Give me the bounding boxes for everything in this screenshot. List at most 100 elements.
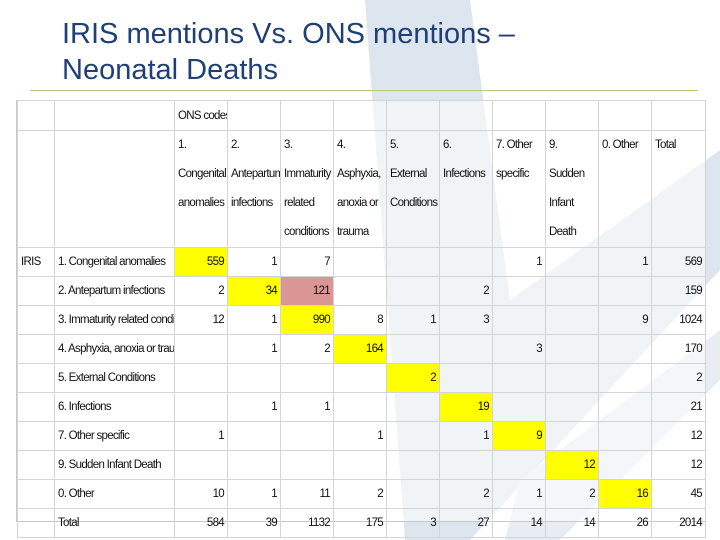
column-header: 7. Other specific	[492, 130, 546, 248]
table-cell	[333, 450, 387, 480]
table-cell: 1024	[651, 305, 706, 335]
column-header: 9. Sudden Infant Death	[545, 130, 599, 248]
table-cell: 34	[227, 276, 281, 306]
header-blank-cell	[492, 100, 546, 131]
table-cell	[545, 247, 599, 277]
row-group-label	[17, 392, 55, 422]
column-header: Total	[651, 130, 706, 248]
comparison-table: ONS codes 1. Congenital anomalies 2. Antepa…	[16, 100, 706, 538]
table-cell: 1	[227, 479, 281, 509]
column-header-line: 9. Sudden	[549, 139, 585, 180]
column-header-line: 4. Asphyxia,	[337, 139, 381, 180]
table-cell	[439, 363, 493, 393]
table-cell: 1	[280, 392, 334, 422]
table-cell	[386, 479, 440, 509]
row-label: 7. Other specific	[54, 421, 175, 451]
table-cell: 21	[651, 392, 706, 422]
table-cell	[598, 421, 652, 451]
row-label: Total	[54, 508, 175, 538]
table-cell: 584	[174, 508, 228, 538]
column-header-line: 2. Antepartum	[231, 139, 281, 180]
table-cell: 2	[439, 276, 493, 306]
column-header-line: Total	[655, 139, 676, 151]
table-cell: 159	[651, 276, 706, 306]
table-row: Total 584 39 1132 175 3 27 14 14 26 2014	[17, 508, 706, 538]
column-header-line: Infant Death	[549, 197, 577, 238]
table-cell: 12	[651, 450, 706, 480]
table-cell: 45	[651, 479, 706, 509]
table-cell	[598, 363, 652, 393]
table-cell: 12	[651, 421, 706, 451]
table-cell: 2	[545, 479, 599, 509]
row-group-label: IRIS	[17, 247, 55, 277]
header-blank-cell	[54, 100, 175, 131]
table-cell: 12	[174, 305, 228, 335]
table-cell: 1	[227, 392, 281, 422]
table-cell: 1	[227, 334, 281, 364]
table-cell	[598, 450, 652, 480]
column-header: 3. Immaturity related conditions	[280, 130, 334, 248]
table-row: 6. Infections 1 1 19 21	[17, 392, 706, 422]
table-cell	[545, 421, 599, 451]
table-row: 3. Immaturity related conditions12199081…	[17, 305, 706, 335]
table-cell: 9	[492, 421, 546, 451]
table-cell	[386, 276, 440, 306]
table-cell	[280, 363, 334, 393]
table-cell	[174, 392, 228, 422]
table-cell: 1	[492, 247, 546, 277]
column-header-line: trauma	[337, 226, 369, 238]
table-cell	[492, 305, 546, 335]
table-cell: 1	[386, 305, 440, 335]
table-row: 2. Antepartum infections 2 34 121 2 159	[17, 276, 706, 306]
table-cell	[174, 363, 228, 393]
table-cell: 121	[280, 276, 334, 306]
table-cell	[386, 247, 440, 277]
table-cell	[492, 363, 546, 393]
table-cell: 2	[174, 276, 228, 306]
column-header-line: 3. Immaturity	[284, 139, 331, 180]
table-cell: 990	[280, 305, 334, 335]
table-cell: 1	[227, 305, 281, 335]
table-cell	[492, 450, 546, 480]
table-cell: 170	[651, 334, 706, 364]
table-cell: 11	[280, 479, 334, 509]
table-row: IRIS 1. Congenital anomalies 559 1 7 1 1 569	[17, 247, 706, 277]
title-divider	[30, 90, 698, 91]
table-cell: 7	[280, 247, 334, 277]
column-header-line: anoxia or	[337, 197, 379, 209]
header-blank-cell	[386, 100, 440, 131]
row-label: 4. Asphyxia, anoxia or trauma	[54, 334, 175, 364]
header-blank-cell	[333, 100, 387, 131]
table-cell: 1	[227, 247, 281, 277]
table-cell	[386, 392, 440, 422]
table-cell	[492, 392, 546, 422]
table-cell: 2	[439, 479, 493, 509]
header-row-ons: ONS codes	[17, 100, 706, 131]
row-group-label	[17, 508, 55, 538]
table-cell: 3	[386, 508, 440, 538]
column-header: 1. Congenital anomalies	[174, 130, 228, 248]
row-group-label	[17, 334, 55, 364]
header-blank-cell	[227, 100, 281, 131]
header-blank-cell	[598, 100, 652, 131]
table-cell: 175	[333, 508, 387, 538]
header-blank-cell	[54, 130, 175, 248]
table-cell: 16	[598, 479, 652, 509]
row-label: 9. Sudden Infant Death	[54, 450, 175, 480]
table-cell	[333, 247, 387, 277]
row-group-label	[17, 276, 55, 306]
column-header: 6. Infections	[439, 130, 493, 248]
header-blank-cell	[651, 100, 706, 131]
header-blank-cell	[17, 100, 55, 131]
table-cell	[333, 363, 387, 393]
column-header-line: 1. Congenital	[178, 139, 227, 180]
table-cell	[545, 276, 599, 306]
table-cell: 1132	[280, 508, 334, 538]
column-header-line: anomalies	[178, 197, 225, 209]
column-header-line: Conditions	[390, 197, 438, 209]
table-cell: 1	[492, 479, 546, 509]
table-cell: 2014	[651, 508, 706, 538]
title-line-1: IRIS mentions Vs. ONS mentions –	[62, 18, 515, 50]
table-cell: 3	[492, 334, 546, 364]
column-header-line: 5. External	[390, 139, 427, 180]
